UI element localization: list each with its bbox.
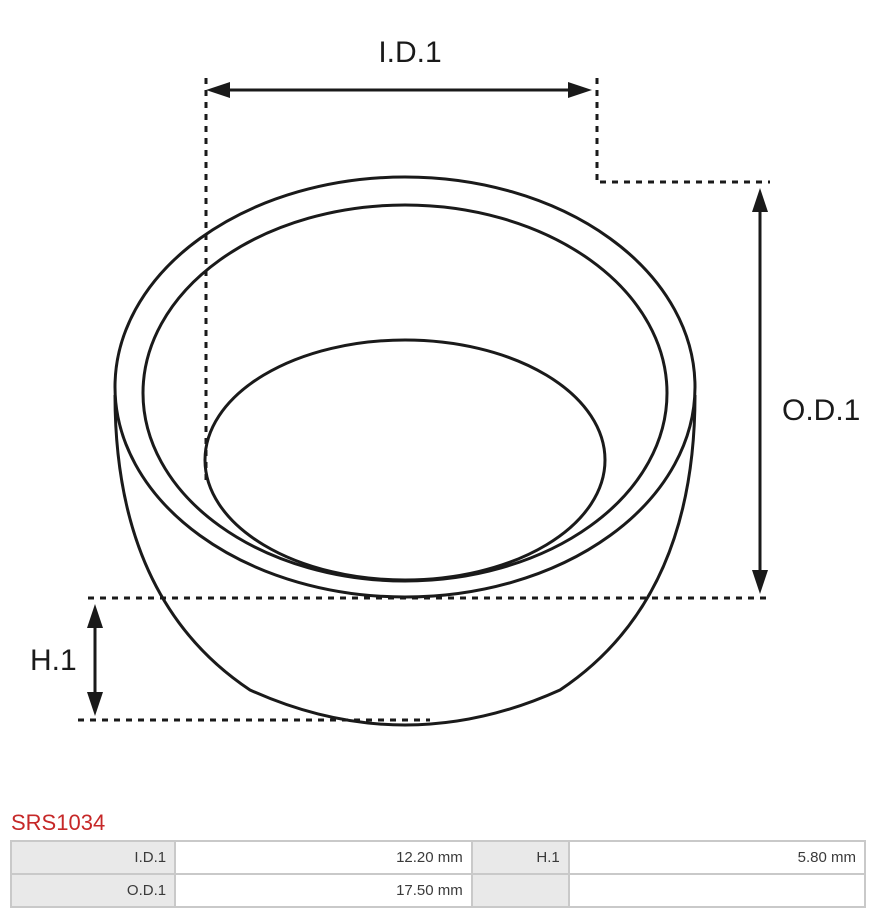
cell-label-id1: I.D.1 bbox=[11, 841, 175, 874]
cell-value-empty bbox=[569, 874, 865, 907]
label-h1: H.1 bbox=[30, 644, 77, 677]
cell-label-empty bbox=[472, 874, 569, 907]
table-row: I.D.1 12.20 mm H.1 5.80 mm bbox=[11, 841, 865, 874]
technical-diagram: I.D.1 O.D.1 H.1 bbox=[0, 0, 876, 790]
table-row: O.D.1 17.50 mm bbox=[11, 874, 865, 907]
cell-value-id1: 12.20 mm bbox=[175, 841, 472, 874]
diagram-svg: I.D.1 O.D.1 H.1 bbox=[0, 0, 876, 790]
product-code: SRS1034 bbox=[11, 810, 105, 836]
cell-value-od1: 17.50 mm bbox=[175, 874, 472, 907]
label-od1: O.D.1 bbox=[782, 394, 860, 427]
label-id1: I.D.1 bbox=[378, 36, 441, 69]
cell-label-od1: O.D.1 bbox=[11, 874, 175, 907]
cell-value-h1: 5.80 mm bbox=[569, 841, 865, 874]
cell-label-h1: H.1 bbox=[472, 841, 569, 874]
spec-table: I.D.1 12.20 mm H.1 5.80 mm O.D.1 17.50 m… bbox=[10, 840, 866, 908]
